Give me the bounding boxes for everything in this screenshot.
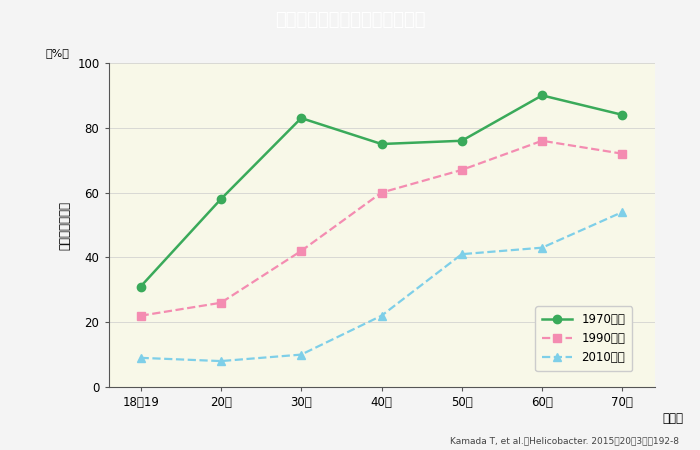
2010年代 [618,209,626,215]
Text: わが国におけるピロリ菌感染率: わが国におけるピロリ菌感染率 [274,11,426,29]
1970年代 [458,138,466,144]
Y-axis label: ピロリ菌感染率: ピロリ菌感染率 [59,201,71,249]
2010年代 [538,245,546,250]
Line: 1970年代: 1970年代 [136,91,626,291]
1990年代 [618,151,626,157]
1970年代 [297,115,305,121]
Legend: 1970年代, 1990年代, 2010年代: 1970年代, 1990年代, 2010年代 [536,306,632,371]
1970年代 [217,196,225,202]
1990年代 [217,300,225,306]
2010年代 [297,352,305,357]
2010年代 [136,355,145,360]
1970年代 [538,93,546,98]
2010年代 [458,252,466,257]
1990年代 [538,138,546,144]
1990年代 [297,248,305,254]
1990年代 [377,190,386,195]
Text: （歳）: （歳） [663,412,684,425]
2010年代 [217,358,225,364]
1970年代 [136,284,145,289]
Text: Kamada T, et al.：Helicobacter. 2015：20（3）：192-8: Kamada T, et al.：Helicobacter. 2015：20（3… [450,436,679,446]
1970年代 [377,141,386,147]
1990年代 [458,167,466,173]
1990年代 [136,313,145,319]
1970年代 [618,112,626,117]
2010年代 [377,313,386,319]
Text: （%）: （%） [46,49,69,58]
Line: 2010年代: 2010年代 [136,208,626,365]
Line: 1990年代: 1990年代 [136,137,626,320]
